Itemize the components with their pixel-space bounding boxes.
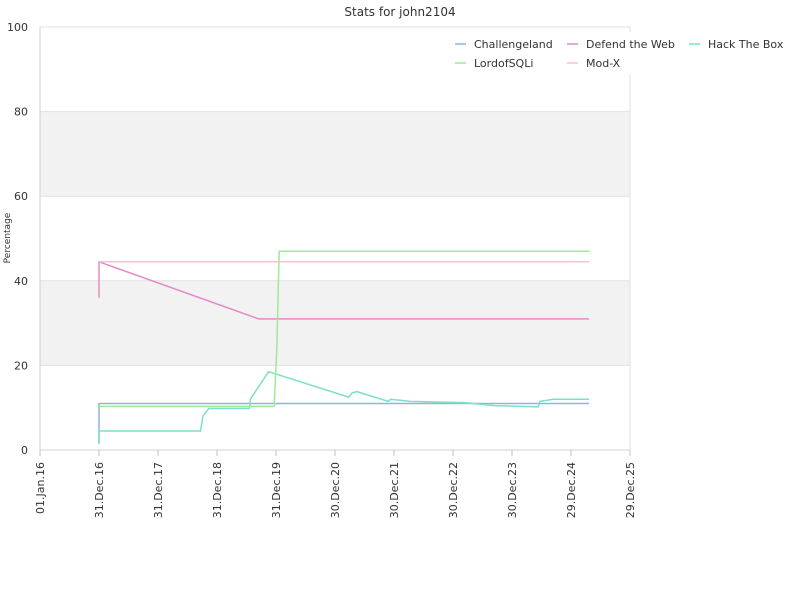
y-tick-label: 20 xyxy=(14,359,28,372)
y-tick-label: 100 xyxy=(7,21,28,34)
legend-label: LordofSQLi xyxy=(474,57,533,70)
legend-label: Defend the Web xyxy=(586,38,675,51)
y-tick-label: 0 xyxy=(21,444,28,457)
legend-label: Hack The Box xyxy=(708,38,784,51)
x-tick-labels: 01.Jan.16 31.Dec.16 31.Dec.17 31.Dec.18 31.D… xyxy=(34,462,637,518)
x-tick-label: 31.Dec.16 xyxy=(93,462,106,518)
y-tick-label: 60 xyxy=(14,190,28,203)
background-band xyxy=(40,111,630,197)
x-tick-label: 31.Dec.19 xyxy=(270,462,283,518)
y-tick-label: 40 xyxy=(14,275,28,288)
grid-lines xyxy=(40,26,630,451)
x-tick-label: 31.Dec.18 xyxy=(211,462,224,518)
x-tick-label: 30.Dec.22 xyxy=(447,462,460,518)
series-lines xyxy=(98,250,590,444)
axes xyxy=(39,27,631,456)
y-tick-labels: 0 20 40 60 80 100 xyxy=(7,21,28,457)
series-line-defend-the-web xyxy=(98,261,590,320)
background-band xyxy=(40,280,630,366)
x-tick-label: 30.Dec.20 xyxy=(329,462,342,518)
series-line-hack-the-box xyxy=(98,370,590,444)
background-bands xyxy=(40,111,630,366)
series-line-lordofsqli xyxy=(99,250,590,408)
y-tick-label: 80 xyxy=(14,106,28,119)
legend-label: Challengeland xyxy=(474,38,553,51)
y-axis-label: Percentage xyxy=(3,212,13,263)
x-tick-label: 30.Dec.23 xyxy=(506,462,519,518)
x-tick-label: 29.Dec.24 xyxy=(565,462,578,518)
legend: Challengeland Defend the Web Hack The Box L… xyxy=(448,32,784,74)
x-tick-label: 29.Dec.25 xyxy=(624,462,637,518)
series-line-challengeland xyxy=(98,402,590,444)
legend-label: Mod-X xyxy=(586,57,621,70)
chart-title: Stats for john2104 xyxy=(344,5,455,19)
x-tick-label: 30.Dec.21 xyxy=(388,462,401,518)
x-tick-label: 31.Dec.17 xyxy=(152,462,165,518)
x-tick-label: 01.Jan.16 xyxy=(34,462,47,514)
legend-background xyxy=(448,32,632,74)
